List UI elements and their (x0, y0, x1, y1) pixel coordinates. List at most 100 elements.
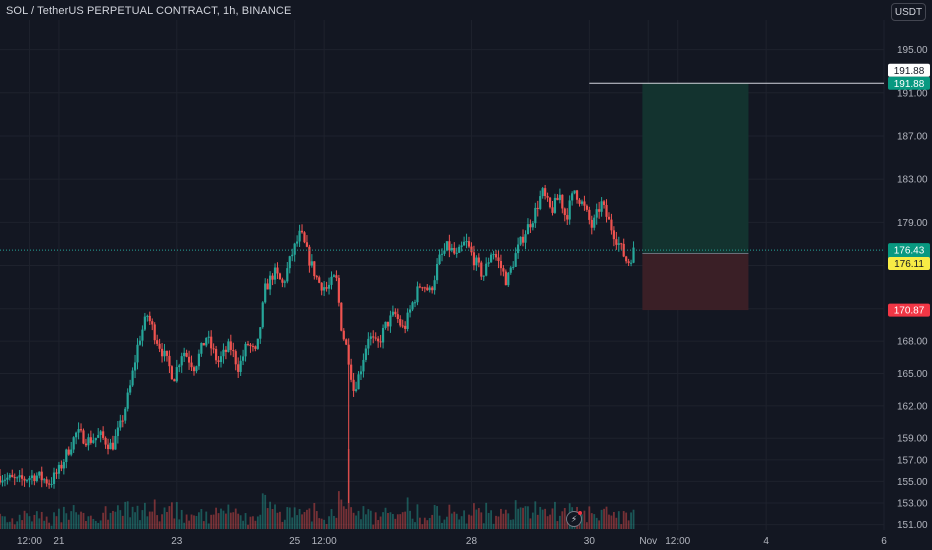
y-tick-label: 195.00 (897, 45, 928, 56)
volume-bar (276, 512, 279, 529)
volume-bar (198, 512, 200, 529)
candle-body (6, 477, 9, 480)
volume-bar (524, 506, 527, 529)
volume-bar (593, 514, 596, 529)
candle-body (48, 483, 51, 485)
volume-bar (239, 515, 242, 529)
candle-body (45, 479, 48, 484)
volume-bar (180, 509, 183, 529)
candle-body (246, 343, 250, 345)
volume-bar (426, 520, 429, 529)
candle-body (350, 364, 353, 380)
candle-body (170, 366, 173, 380)
volume-bar (394, 518, 397, 529)
candle-body (254, 346, 257, 349)
candle-body (391, 311, 394, 316)
candle-body (13, 477, 16, 479)
volume-bar (72, 505, 75, 529)
candle-body (568, 200, 571, 220)
x-tick-label: 23 (171, 536, 183, 547)
volume-bar (99, 520, 102, 529)
candle-body (298, 230, 301, 242)
crosshair-price-label-box (888, 63, 930, 77)
candle-body (477, 257, 480, 263)
volume-bar (85, 521, 87, 529)
candle-body (251, 346, 255, 348)
candle-body (536, 207, 539, 209)
candle-body (165, 350, 169, 356)
candle-body (185, 352, 188, 357)
candle-body (421, 287, 424, 289)
volume-bar (58, 508, 60, 529)
candle-body (283, 281, 286, 283)
candle-body (33, 475, 36, 482)
x-tick-label: 25 (289, 536, 301, 547)
volume-bar (482, 523, 485, 529)
volume-bar (428, 518, 431, 529)
volume-bar (146, 516, 149, 529)
candle-body (55, 472, 58, 474)
entry-price-label: 176.11 (894, 259, 924, 270)
volume-bar (360, 519, 362, 529)
volume-bar (480, 512, 483, 529)
volume-bar (225, 513, 227, 529)
candle-body (212, 348, 215, 350)
volume-bar (357, 510, 360, 529)
candle-body (293, 243, 296, 255)
candle-body (448, 241, 451, 251)
candle-body (426, 287, 429, 291)
volume-bar (306, 509, 308, 529)
volume-bar (156, 515, 159, 529)
volume-bar (185, 514, 188, 529)
candles (0, 184, 635, 504)
candle-body (175, 367, 178, 382)
candle-body (416, 286, 419, 303)
volume-bar (153, 499, 156, 529)
volume-bar (465, 523, 468, 529)
volume-bar (328, 516, 330, 529)
volume-bar (129, 517, 132, 529)
volume-bar (473, 503, 475, 529)
profit-zone (642, 83, 749, 254)
volume-bar (193, 515, 195, 529)
volume-bar (581, 514, 583, 529)
volume-bar (143, 502, 146, 529)
volume-bar (168, 506, 171, 529)
volume-bar (97, 522, 100, 529)
candle-body (327, 284, 331, 289)
candle-body (141, 329, 144, 341)
volume-bar (610, 515, 613, 529)
candle-body (65, 449, 68, 463)
volume-bar (595, 517, 598, 529)
candle-body (229, 341, 232, 350)
candle-body (40, 471, 43, 481)
volume-bar (296, 515, 299, 529)
y-tick-label: 191.00 (897, 88, 928, 99)
candle-body (315, 276, 318, 278)
candle-body (129, 385, 132, 393)
volume-bar (382, 512, 384, 529)
volume-bar (342, 506, 345, 529)
candle-body (590, 219, 593, 228)
currency-button[interactable]: USDT (891, 3, 926, 21)
candle-body (509, 267, 512, 273)
volume-bar (477, 508, 480, 529)
volume-bar (166, 511, 168, 529)
y-tick-label: 159.00 (897, 434, 928, 445)
volume-bar (325, 524, 328, 529)
candle-body (588, 209, 591, 220)
candle-body (514, 253, 517, 267)
volume-bar (35, 511, 38, 529)
candle-body (281, 279, 284, 283)
volume-bar (259, 514, 262, 529)
volume-bar (173, 518, 176, 529)
candle-body (242, 356, 245, 361)
candle-body (124, 408, 127, 421)
volume-bar (116, 505, 119, 529)
candle-body (517, 244, 520, 254)
candle-body (381, 327, 385, 343)
candle-body (16, 477, 19, 479)
lightning-icon[interactable]: ⚡ (566, 511, 582, 527)
volume-bar (460, 516, 463, 529)
